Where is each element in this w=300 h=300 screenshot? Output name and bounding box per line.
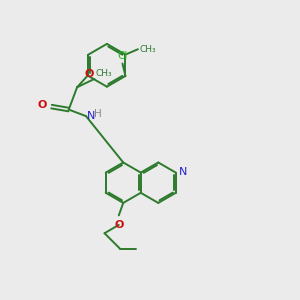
Text: N: N [179, 167, 188, 177]
Text: H: H [94, 109, 102, 119]
Text: O: O [114, 220, 124, 230]
Text: N: N [87, 111, 96, 121]
Text: CH₃: CH₃ [95, 69, 112, 78]
Text: O: O [38, 100, 47, 110]
Text: Cl: Cl [117, 51, 128, 61]
Text: CH₃: CH₃ [140, 45, 156, 54]
Text: O: O [84, 70, 94, 80]
